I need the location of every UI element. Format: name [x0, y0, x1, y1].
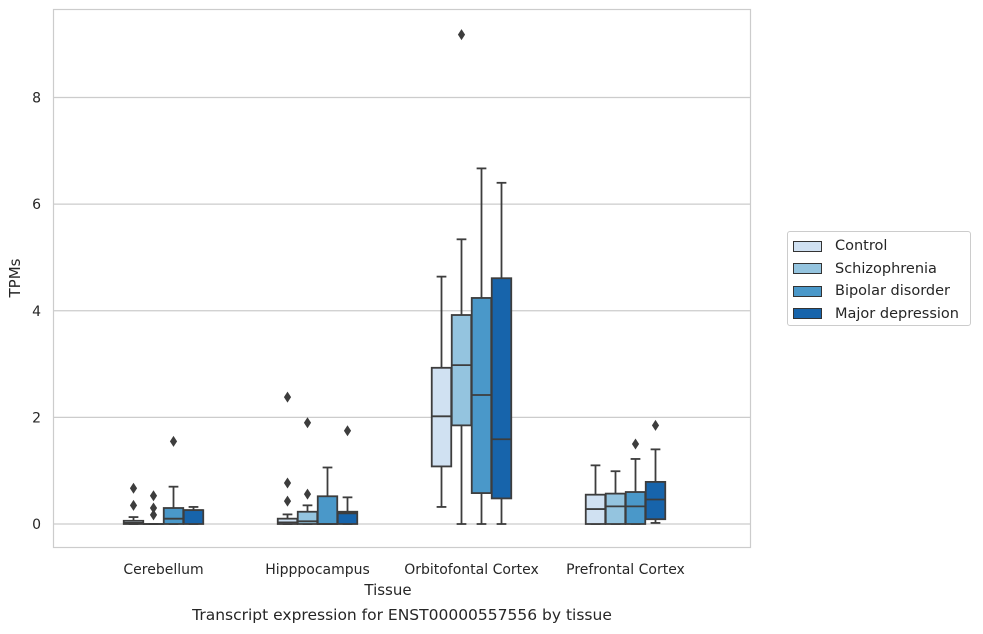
legend-item-control: Control — [793, 235, 970, 258]
box-1-1 — [296, 417, 319, 525]
outlier-point — [149, 490, 158, 502]
outlier-point — [343, 425, 352, 437]
box-body — [336, 510, 359, 525]
box-body — [316, 495, 339, 525]
box-3-0 — [182, 506, 205, 525]
legend: Control Schizophrenia Bipolar disorder M… — [787, 231, 971, 326]
y-tick-label: 2 — [32, 410, 41, 426]
box-body — [644, 480, 667, 521]
outlier-point — [149, 509, 158, 521]
box-body — [490, 277, 513, 500]
x-tick-label: Orbitofontal Cortex — [404, 562, 539, 578]
outlier-point — [303, 488, 312, 500]
legend-item-schizophrenia: Schizophrenia — [793, 258, 970, 281]
outlier-point — [169, 435, 178, 447]
outlier-point — [283, 477, 292, 489]
legend-swatch-bipolar-disorder — [793, 285, 822, 297]
x-tick-label: Prefrontal Cortex — [566, 562, 685, 578]
outlier-point — [283, 495, 292, 507]
legend-label-major-depression: Major depression — [835, 305, 959, 322]
box-3-1 — [336, 425, 359, 525]
legend-item-bipolar-disorder: Bipolar disorder — [793, 280, 970, 303]
x-tick-label: Hipppocampus — [265, 562, 370, 578]
marks-layer — [122, 29, 667, 525]
box-body — [624, 491, 647, 525]
x-axis-label: Tissue — [363, 581, 411, 599]
y-tick-label: 6 — [32, 197, 41, 213]
outlier-point — [303, 417, 312, 429]
outlier-point — [283, 391, 292, 403]
legend-label-control: Control — [835, 238, 888, 255]
y-tick-label: 4 — [32, 304, 41, 320]
chart-caption: Transcript expression for ENST0000055755… — [192, 606, 612, 624]
outlier-point — [651, 419, 660, 431]
y-tick-labels: 0 2 4 6 8 — [32, 91, 41, 534]
plot-area — [53, 9, 751, 548]
x-tick-label: Cerebellum — [123, 562, 203, 578]
box-2-1 — [316, 466, 339, 525]
box-0-0 — [122, 482, 145, 525]
y-tick-label: 0 — [32, 517, 41, 533]
outlier-point — [149, 502, 158, 514]
outlier-point — [129, 482, 138, 494]
box-body — [162, 507, 185, 525]
legend-item-major-depression: Major depression — [793, 303, 970, 326]
plot-frame — [52, 8, 752, 549]
box-body — [182, 509, 205, 525]
legend-label-schizophrenia: Schizophrenia — [835, 260, 937, 277]
legend-label-bipolar-disorder: Bipolar disorder — [835, 283, 950, 300]
box-0-1 — [276, 391, 299, 525]
legend-swatch-major-depression — [793, 308, 822, 320]
box-0-2 — [430, 275, 453, 508]
legend-swatch-schizophrenia — [793, 263, 822, 275]
x-tick-labels: Cerebellum Hipppocampus Orbitofontal Corte… — [123, 562, 684, 578]
box-body — [450, 314, 473, 427]
box-3-3 — [644, 419, 667, 524]
box-1-3 — [604, 470, 627, 525]
box-2-0 — [162, 435, 185, 525]
outlier-point — [631, 438, 640, 450]
y-tick-label: 8 — [32, 91, 41, 107]
box-body — [604, 492, 627, 525]
box-2-2 — [470, 167, 493, 525]
legend-swatch-control — [793, 240, 822, 252]
y-axis-label: TPMs — [6, 258, 24, 298]
outlier-point — [457, 29, 466, 41]
box-3-2 — [490, 181, 513, 525]
outlier-point — [129, 499, 138, 511]
